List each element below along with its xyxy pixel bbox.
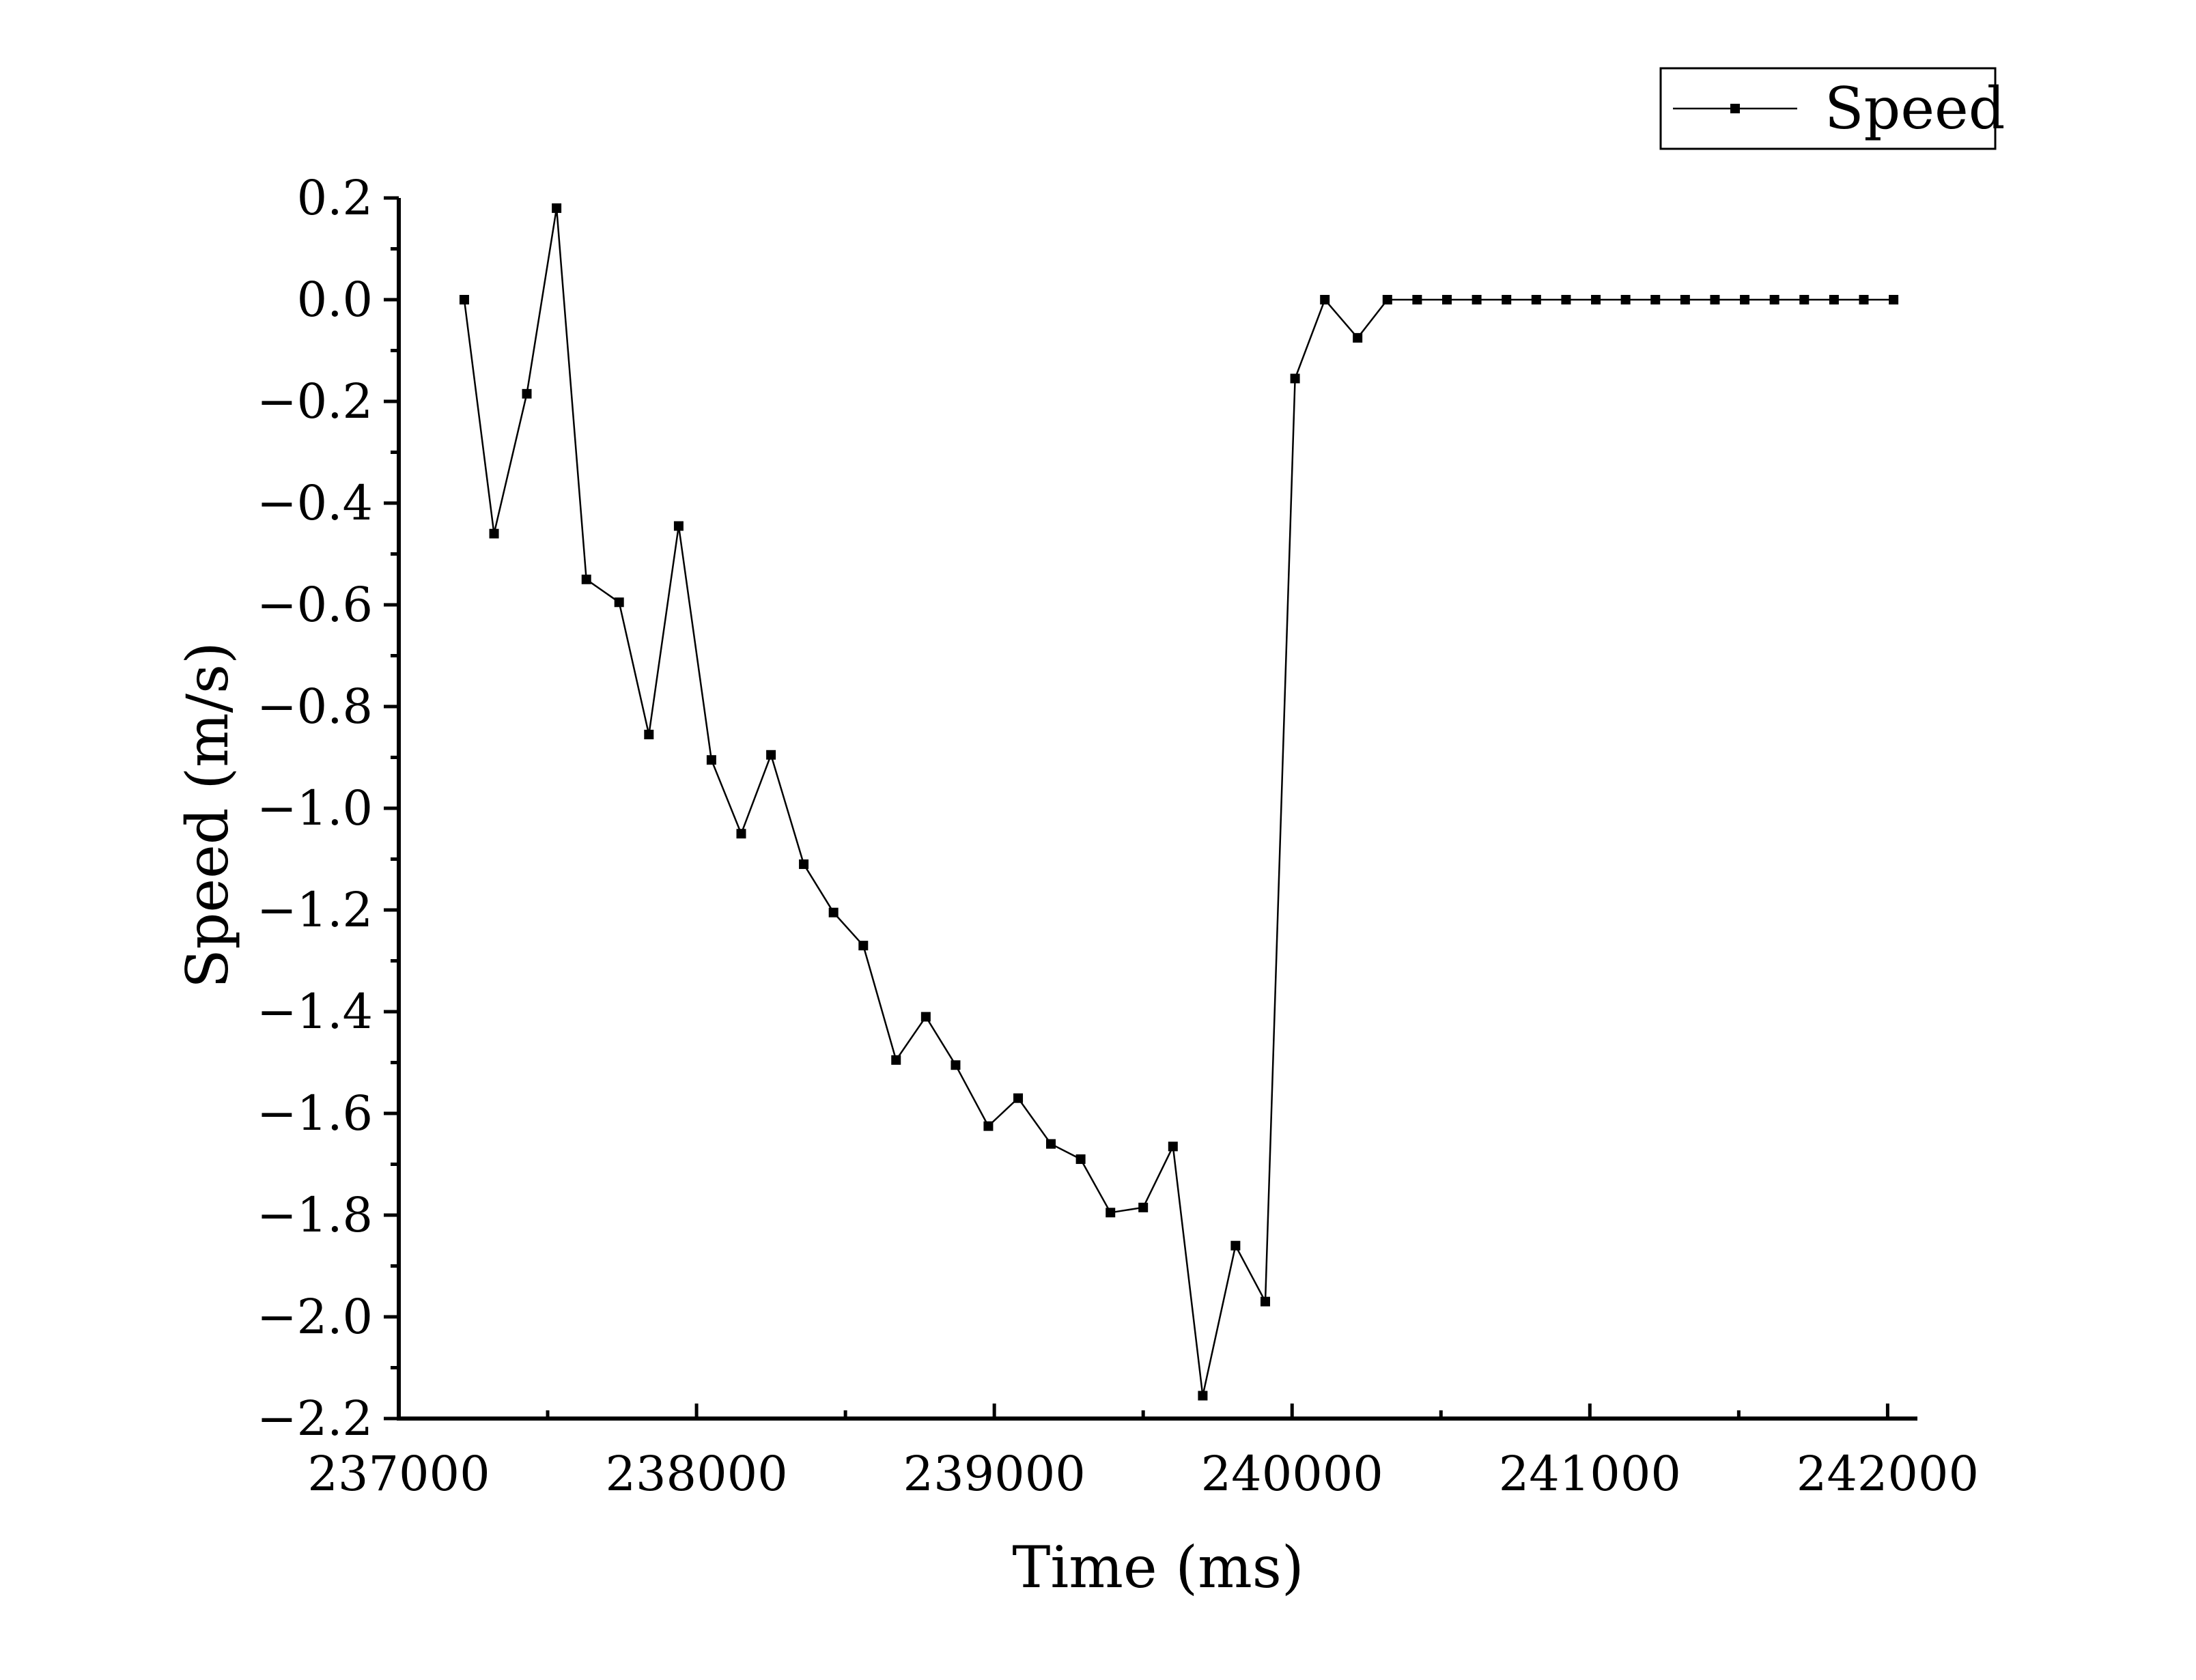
- data-point: [1531, 295, 1541, 304]
- data-point: [1320, 295, 1330, 304]
- data-point: [522, 388, 532, 399]
- data-point: [489, 528, 499, 539]
- x-axis-ticks: 237000 238000 239000 240000 241000 242000: [307, 1404, 1979, 1502]
- y-tick-label: 0.2: [297, 170, 373, 226]
- x-tick-label: 242000: [1797, 1446, 1979, 1502]
- data-point: [1138, 1202, 1149, 1212]
- data-point: [1046, 1139, 1056, 1149]
- data-point: [1889, 295, 1899, 304]
- y-tick-label: −0.4: [257, 475, 373, 531]
- y-tick-label: −0.6: [257, 577, 373, 633]
- data-point: [858, 941, 869, 951]
- data-point: [951, 1060, 961, 1070]
- data-point: [766, 750, 776, 760]
- series-line: [463, 208, 1894, 1396]
- data-point: [1382, 295, 1392, 304]
- data-point: [459, 295, 469, 304]
- data-point: [1680, 295, 1690, 304]
- x-tick-label: 239000: [903, 1446, 1086, 1502]
- data-point: [736, 829, 746, 839]
- data-point: [1441, 295, 1452, 304]
- legend-label: Speed: [1825, 75, 2005, 142]
- series-speed: [459, 203, 1899, 1401]
- data-point: [614, 597, 624, 608]
- y-tick-label: −1.0: [257, 780, 373, 836]
- data-point: [1013, 1093, 1024, 1103]
- data-point: [983, 1121, 994, 1131]
- y-tick-label: −1.2: [257, 882, 373, 938]
- data-point: [891, 1055, 901, 1065]
- y-axis-title: Speed (m/s): [174, 642, 241, 988]
- y-tick-label: 0.0: [297, 272, 373, 328]
- data-point: [799, 859, 809, 869]
- data-point: [581, 574, 591, 584]
- x-tick-label: 237000: [307, 1446, 490, 1502]
- data-point: [552, 203, 562, 213]
- data-point: [920, 1012, 931, 1022]
- y-tick-label: −1.8: [257, 1187, 373, 1243]
- data-point: [1472, 295, 1482, 304]
- data-point: [673, 521, 684, 531]
- data-point: [1740, 295, 1750, 304]
- y-tick-label: −1.4: [257, 984, 373, 1040]
- data-point: [1650, 295, 1661, 304]
- axes: [397, 198, 1917, 1421]
- data-point: [644, 729, 654, 739]
- x-tick-label: 238000: [605, 1446, 787, 1502]
- data-point: [1799, 295, 1810, 304]
- y-axis-ticks: 0.2 0.0 −0.2 −0.4 −0.6 −0.8 −1.0 −1.2 −1.4 −1.6 −1…: [257, 170, 399, 1447]
- y-tick-label: −0.8: [257, 679, 373, 735]
- data-point: [1260, 1296, 1270, 1307]
- data-point: [1769, 295, 1779, 304]
- legend: Speed: [1659, 67, 2005, 150]
- data-point: [1412, 295, 1422, 304]
- y-tick-label: −1.6: [257, 1085, 373, 1141]
- data-point: [1710, 295, 1720, 304]
- data-point: [1620, 295, 1631, 304]
- data-point: [1829, 295, 1839, 304]
- data-point: [1075, 1154, 1086, 1165]
- y-tick-label: −2.0: [257, 1289, 373, 1345]
- y-tick-label: −0.2: [257, 373, 373, 429]
- x-axis-title: Time (ms): [1012, 1534, 1304, 1601]
- legend-marker: [1730, 104, 1740, 113]
- data-point: [1168, 1141, 1178, 1152]
- y-tick-label: −2.2: [257, 1391, 373, 1447]
- data-point: [1198, 1391, 1208, 1401]
- data-point: [1502, 295, 1512, 304]
- data-point: [1230, 1240, 1241, 1251]
- data-point: [828, 907, 839, 917]
- data-point: [1106, 1208, 1116, 1218]
- data-point: [1353, 332, 1363, 343]
- data-point: [1591, 295, 1601, 304]
- x-tick-label: 240000: [1201, 1446, 1383, 1502]
- data-point: [1561, 295, 1571, 304]
- data-point: [1859, 295, 1869, 304]
- x-tick-label: 241000: [1499, 1446, 1681, 1502]
- data-point: [706, 755, 716, 765]
- data-point: [1290, 373, 1300, 384]
